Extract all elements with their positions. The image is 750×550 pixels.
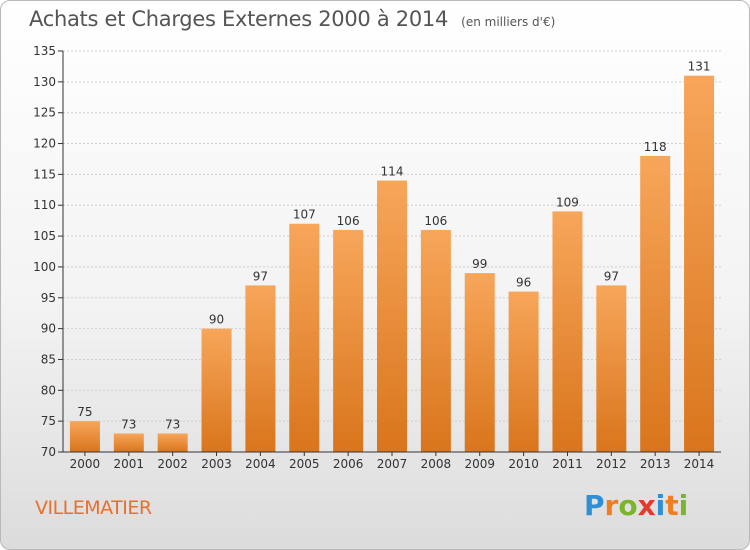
logo-letter: i — [655, 489, 666, 522]
bar — [640, 155, 671, 452]
logo-letter: P — [584, 489, 605, 522]
data-label: 107 — [293, 208, 316, 222]
x-tick-label: 2014 — [684, 457, 715, 471]
title-row: Achats et Charges Externes 2000 à 2014 (… — [29, 7, 555, 31]
data-label: 106 — [424, 214, 447, 228]
x-tick-label: 2009 — [464, 457, 495, 471]
bar — [420, 229, 451, 452]
data-label: 118 — [644, 140, 667, 154]
bar — [245, 285, 276, 452]
bar — [684, 75, 715, 452]
y-tick-label: 130 — [33, 75, 56, 89]
logo-letter: i — [678, 489, 689, 522]
y-tick-label: 75 — [41, 414, 56, 428]
bar — [201, 328, 232, 452]
logo-letter: t — [665, 489, 679, 522]
logo-letter: r — [604, 489, 619, 522]
y-tick-label: 85 — [41, 352, 56, 366]
logo-letter: x — [637, 489, 656, 522]
y-tick-label: 115 — [33, 167, 56, 181]
y-tick-label: 100 — [33, 260, 56, 274]
bar — [289, 223, 320, 452]
y-tick-label: 110 — [33, 198, 56, 212]
bar — [464, 273, 495, 452]
logo-letter: o — [618, 489, 638, 522]
x-tick-label: 2012 — [596, 457, 627, 471]
bar — [157, 433, 188, 452]
y-tick-label: 120 — [33, 137, 56, 151]
x-tick-label: 2004 — [245, 457, 276, 471]
data-label: 106 — [337, 214, 360, 228]
bar — [508, 291, 539, 452]
data-label: 97 — [604, 269, 619, 283]
bar — [552, 211, 583, 452]
y-tick-label: 125 — [33, 106, 56, 120]
proxiti-logo: Proxiti — [584, 489, 688, 522]
data-label: 73 — [165, 417, 180, 431]
commune-name: VILLEMATIER — [35, 497, 152, 519]
data-label: 97 — [253, 269, 268, 283]
bar — [377, 180, 407, 453]
bar — [69, 421, 100, 452]
data-label: 75 — [77, 405, 92, 419]
x-tick-label: 2002 — [157, 457, 188, 471]
x-tick-label: 2007 — [377, 457, 408, 471]
y-tick-label: 135 — [33, 44, 56, 58]
data-label: 131 — [688, 60, 711, 74]
chart-title: Achats et Charges Externes 2000 à 2014 — [29, 7, 449, 31]
data-label: 73 — [121, 417, 136, 431]
y-tick-label: 80 — [41, 383, 56, 397]
x-tick-label: 2013 — [640, 457, 671, 471]
bar — [596, 285, 627, 452]
bar — [333, 229, 364, 452]
y-tick-label: 95 — [41, 291, 56, 305]
x-tick-label: 2003 — [201, 457, 232, 471]
bar — [113, 433, 144, 452]
y-tick-label: 70 — [41, 445, 56, 459]
x-tick-label: 2010 — [508, 457, 539, 471]
x-tick-label: 2008 — [421, 457, 452, 471]
y-tick-label: 90 — [41, 322, 56, 336]
data-label: 96 — [516, 276, 531, 290]
x-tick-label: 2005 — [289, 457, 320, 471]
y-tick-label: 105 — [33, 229, 56, 243]
data-label: 114 — [381, 165, 404, 179]
x-tick-label: 2006 — [333, 457, 364, 471]
x-tick-label: 2011 — [552, 457, 583, 471]
chart-subtitle: (en milliers d'€) — [461, 15, 556, 29]
data-label: 90 — [209, 313, 224, 327]
data-label: 99 — [472, 257, 487, 271]
x-tick-label: 2000 — [70, 457, 101, 471]
x-tick-label: 2001 — [114, 457, 145, 471]
data-label: 109 — [556, 195, 579, 209]
